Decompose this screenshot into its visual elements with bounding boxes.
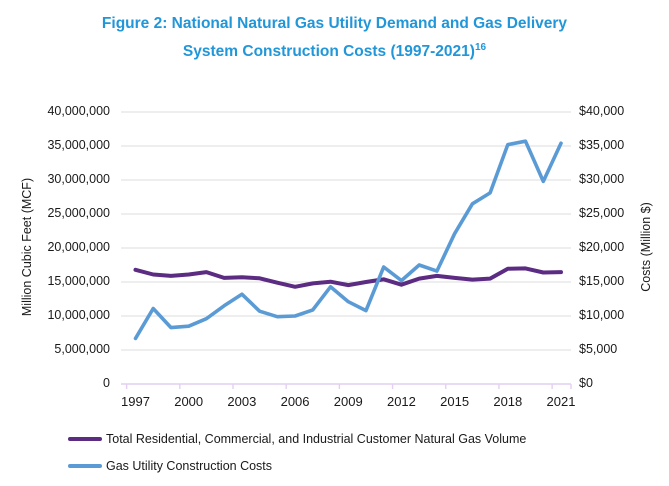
left-axis-tick-label: 5,000,000 <box>54 342 110 356</box>
left-axis-tick-label: 30,000,000 <box>47 172 110 186</box>
left-axis-tick-label: 0 <box>103 376 110 390</box>
right-axis-tick-label: $25,000 <box>579 206 625 220</box>
x-axis-tick-label: 2000 <box>174 394 204 409</box>
x-axis-tick-label: 2021 <box>546 394 576 409</box>
right-axis-tick-label: $35,000 <box>579 138 625 152</box>
legend: Total Residential, Commercial, and Indus… <box>68 429 668 483</box>
x-axis-tick-label: 2012 <box>386 394 416 409</box>
left-axis-tick-label: 15,000,000 <box>47 274 110 288</box>
volume-line-swatch <box>68 437 102 441</box>
right-axis-tick-label: $10,000 <box>579 308 625 322</box>
legend-label-volume: Total Residential, Commercial, and Indus… <box>106 432 527 446</box>
left-axis-tick-label: 25,000,000 <box>47 206 110 220</box>
x-axis-tick-label: 2009 <box>333 394 363 409</box>
x-axis-tick-label: 2003 <box>227 394 257 409</box>
left-axis-tick-label: 10,000,000 <box>47 308 110 322</box>
x-axis-tick-label: 2018 <box>493 394 523 409</box>
left-axis-tick-label: 20,000,000 <box>47 240 110 254</box>
right-axis-tick-label: $5,000 <box>579 342 618 356</box>
right-axis-tick-label: $0 <box>579 376 593 390</box>
costs-line-swatch <box>68 464 102 468</box>
right-axis-tick-label: $20,000 <box>579 240 625 254</box>
chart-title: Figure 2: National Natural Gas Utility D… <box>0 12 669 64</box>
x-axis-tick-label: 1997 <box>121 394 150 409</box>
legend-item-costs: Gas Utility Construction Costs <box>68 456 668 476</box>
chart-title-line1: Figure 2: National Natural Gas Utility D… <box>101 15 568 32</box>
left-axis-tick-label: 35,000,000 <box>47 138 110 152</box>
x-axis-tick-label: 2006 <box>280 394 310 409</box>
legend-item-volume: Total Residential, Commercial, and Indus… <box>68 429 668 449</box>
series-line-costs <box>133 139 563 341</box>
legend-label-costs: Gas Utility Construction Costs <box>106 459 273 473</box>
series-line-volume <box>133 266 563 289</box>
left-axis-tick-label: 40,000,000 <box>47 104 110 118</box>
footnote-reference: 16 <box>474 42 487 53</box>
right-axis-tick-label: $30,000 <box>579 172 625 186</box>
right-axis-tick-label: $15,000 <box>579 274 625 288</box>
right-axis-tick-label: $40,000 <box>579 104 625 118</box>
x-axis-tick-label: 2015 <box>440 394 470 409</box>
chart-title-line2: System Construction Costs (1997-2021)16 <box>182 42 487 61</box>
